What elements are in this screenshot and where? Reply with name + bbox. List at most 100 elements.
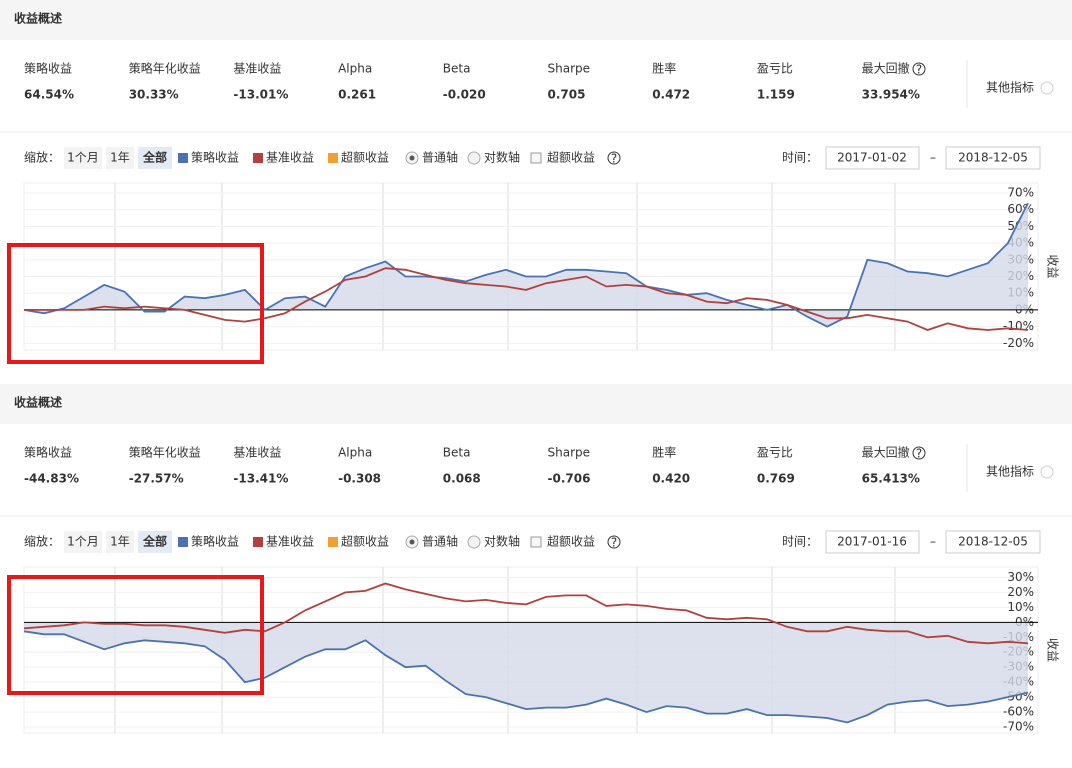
legend-label[interactable]: 基准收益 <box>266 535 314 549</box>
zoom-button[interactable] <box>138 531 172 553</box>
legend-label[interactable]: 策略收益 <box>191 534 239 549</box>
metric-label: 策略收益 <box>24 445 72 460</box>
metric-value: 33.954% <box>862 88 920 102</box>
start-date[interactable]: 2017-01-16 <box>837 535 907 549</box>
other-metrics-icon[interactable] <box>1040 81 1054 95</box>
date-input[interactable] <box>825 146 920 170</box>
legend-label[interactable]: 超额收益 <box>341 534 389 549</box>
zoom-option[interactable]: 全部 <box>142 150 167 165</box>
y-tick-label: 60% <box>1007 202 1034 216</box>
date-separator: – <box>930 151 936 165</box>
radio[interactable] <box>467 535 481 549</box>
zoom-button[interactable] <box>64 147 102 169</box>
y-tick-label: -20% <box>1003 336 1034 350</box>
other-metrics[interactable]: 其他指标 <box>986 464 1034 479</box>
metric-value: 1.159 <box>757 88 795 102</box>
time-label: 时间： <box>782 535 818 549</box>
end-date[interactable]: 2018-12-05 <box>958 151 1028 165</box>
metric-value: -0.020 <box>443 88 486 102</box>
metric-value: 0.472 <box>652 88 690 102</box>
y-tick-label: 10% <box>1007 600 1034 614</box>
plot-area <box>23 566 1039 734</box>
checkbox[interactable] <box>530 152 542 164</box>
highlight-box <box>7 243 264 364</box>
legend-label[interactable]: 超额收益 <box>341 150 389 165</box>
zoom-option[interactable]: 全部 <box>142 534 167 549</box>
metric-label: Sharpe <box>548 446 591 460</box>
metric-value: 0.420 <box>652 472 690 486</box>
radio-label[interactable]: 对数轴 <box>484 150 520 165</box>
strategy-area <box>24 622 1028 723</box>
highlight-box <box>7 575 264 695</box>
metric-label: 策略收益 <box>24 61 72 76</box>
zoom-option[interactable]: 1个月 <box>67 535 99 549</box>
legend-label[interactable]: 基准收益 <box>266 151 314 165</box>
metric-value: -13.01% <box>233 88 288 102</box>
metric-label: 最大回撤 <box>862 61 910 76</box>
y-axis-label: 收益 <box>1046 254 1060 278</box>
zoom-option[interactable]: 1年 <box>110 535 130 549</box>
help-mark: ? <box>916 447 922 461</box>
metric-value: 64.54% <box>24 88 74 102</box>
zoom-button[interactable] <box>106 531 134 553</box>
metric-label: 基准收益 <box>233 446 281 460</box>
legend-label[interactable]: 策略收益 <box>191 150 239 165</box>
date-input[interactable] <box>825 530 920 554</box>
legend-swatch[interactable] <box>253 537 263 547</box>
metric-label: Beta <box>443 446 471 460</box>
panel-title: 收益概述 <box>14 395 62 410</box>
help-icon <box>912 446 926 460</box>
checkbox[interactable] <box>530 536 542 548</box>
date-input[interactable] <box>945 146 1041 170</box>
metric-value: 0.068 <box>443 472 481 486</box>
zoom-label: 缩放： <box>24 150 60 165</box>
radio-label[interactable]: 普通轴 <box>422 534 458 549</box>
start-date[interactable]: 2017-01-02 <box>837 151 907 165</box>
y-tick-label: -10% <box>1003 319 1034 333</box>
panel-title: 收益概述 <box>14 11 62 26</box>
radio-label[interactable]: 普通轴 <box>422 150 458 165</box>
radio[interactable] <box>467 151 481 165</box>
y-tick-label: -60% <box>1003 705 1034 719</box>
help-mark: ? <box>611 152 617 166</box>
metric-label: 胜率 <box>652 61 676 76</box>
legend-swatch[interactable] <box>328 153 338 163</box>
zoom-label: 缩放： <box>24 534 60 549</box>
metric-value: 0.769 <box>757 472 795 486</box>
other-metrics[interactable]: 其他指标 <box>986 80 1034 95</box>
end-date[interactable]: 2018-12-05 <box>958 535 1028 549</box>
metric-value: -13.41% <box>233 472 288 486</box>
series-line <box>24 267 1029 331</box>
strategy-area <box>24 203 1028 327</box>
plot-area <box>23 182 1039 351</box>
radio-label[interactable]: 对数轴 <box>484 534 520 549</box>
other-metrics-icon[interactable] <box>1040 465 1054 479</box>
metric-label: 胜率 <box>652 445 676 460</box>
zoom-button[interactable] <box>138 147 172 169</box>
metric-label: Beta <box>443 62 471 76</box>
time-label: 时间： <box>782 151 818 165</box>
y-tick-label: 30% <box>1007 570 1034 584</box>
metric-value: 0.705 <box>548 88 586 102</box>
date-input[interactable] <box>945 530 1041 554</box>
help-mark: ? <box>611 536 617 550</box>
zoom-button[interactable] <box>64 531 102 553</box>
legend-swatch[interactable] <box>178 153 188 163</box>
metric-value: 0.261 <box>338 88 376 102</box>
metric-label: 策略年化收益 <box>129 445 201 460</box>
zoom-option[interactable]: 1年 <box>110 151 130 165</box>
legend-swatch[interactable] <box>328 537 338 547</box>
checkbox-label[interactable]: 超额收益 <box>547 534 595 549</box>
checkbox-label[interactable]: 超额收益 <box>547 150 595 165</box>
zoom-option[interactable]: 1个月 <box>67 151 99 165</box>
header-bar <box>0 0 1072 40</box>
radio-dot <box>409 155 415 161</box>
metric-label: 盈亏比 <box>757 446 793 460</box>
zoom-button[interactable] <box>106 147 134 169</box>
metric-label: 基准收益 <box>233 62 281 76</box>
y-tick-label: 70% <box>1007 186 1034 200</box>
legend-swatch[interactable] <box>178 537 188 547</box>
header-bar <box>0 384 1072 424</box>
legend-swatch[interactable] <box>253 153 263 163</box>
